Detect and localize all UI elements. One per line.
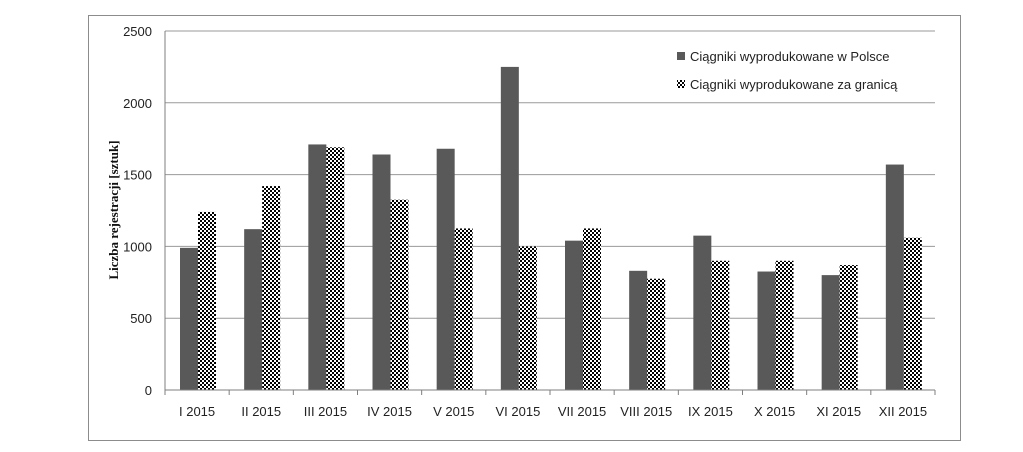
bar-zagranica <box>326 147 345 390</box>
y-tick-label: 1000 <box>123 239 152 254</box>
bar-polska <box>821 275 840 390</box>
bar-polska <box>565 240 583 390</box>
bar-zagranica <box>903 237 922 390</box>
bar-polska <box>757 271 776 390</box>
y-tick-label: 2000 <box>123 96 152 111</box>
x-tick-label: VII 2015 <box>558 404 606 419</box>
gridlines <box>165 30 935 319</box>
y-tick-label: 1500 <box>123 168 152 183</box>
bar-polska <box>180 247 198 390</box>
bar-zagranica <box>390 199 409 390</box>
x-tick-label: X 2015 <box>754 404 795 419</box>
legend-label: Ciągniki wyprodukowane za granicą <box>690 77 898 92</box>
x-tick-label: IX 2015 <box>688 404 733 419</box>
x-tick-label: II 2015 <box>241 404 281 419</box>
bars <box>180 66 922 391</box>
chart-frame <box>88 15 961 441</box>
bar-zagranica <box>711 260 730 390</box>
x-tick-label: XII 2015 <box>879 404 927 419</box>
bar-polska <box>885 164 904 390</box>
x-tick-label: V 2015 <box>433 404 474 419</box>
bar-zagranica <box>454 228 473 390</box>
bar-zagranica <box>198 211 216 390</box>
x-tick-label: VIII 2015 <box>620 404 672 419</box>
bar-zagranica <box>518 246 537 390</box>
x-tick-label: VI 2015 <box>496 404 541 419</box>
bar-polska <box>372 154 391 390</box>
bar-polska <box>500 66 519 391</box>
axes: 0 500 1000 1500 2000 2500 I 2015 II 2015 III 201… <box>123 24 936 419</box>
legend: Ciągniki wyprodukowane w Polsce Ciągniki … <box>677 49 898 92</box>
bar-zagranica <box>262 186 281 390</box>
bar-polska <box>308 144 327 390</box>
x-tick-label: I 2015 <box>179 404 215 419</box>
y-axis-label: Liczba rejestracji [sztuk] <box>106 140 121 279</box>
legend-swatch <box>677 80 685 88</box>
bar-polska <box>436 148 455 390</box>
y-tick-label: 2500 <box>123 24 152 39</box>
bar-polska <box>629 270 648 390</box>
bar-zagranica <box>775 260 794 390</box>
x-tick-label: IV 2015 <box>367 404 412 419</box>
bar-zagranica <box>647 278 666 390</box>
legend-swatch <box>677 52 685 60</box>
bar-zagranica <box>839 265 858 390</box>
bar-zagranica <box>583 228 601 390</box>
y-tick-label: 500 <box>130 311 152 326</box>
legend-label: Ciągniki wyprodukowane w Polsce <box>690 49 889 64</box>
x-tick-label: III 2015 <box>304 404 347 419</box>
y-tick-label: 0 <box>145 383 152 398</box>
bar-polska <box>693 235 712 390</box>
x-tick-label: XI 2015 <box>816 404 861 419</box>
bar-polska <box>244 229 263 390</box>
